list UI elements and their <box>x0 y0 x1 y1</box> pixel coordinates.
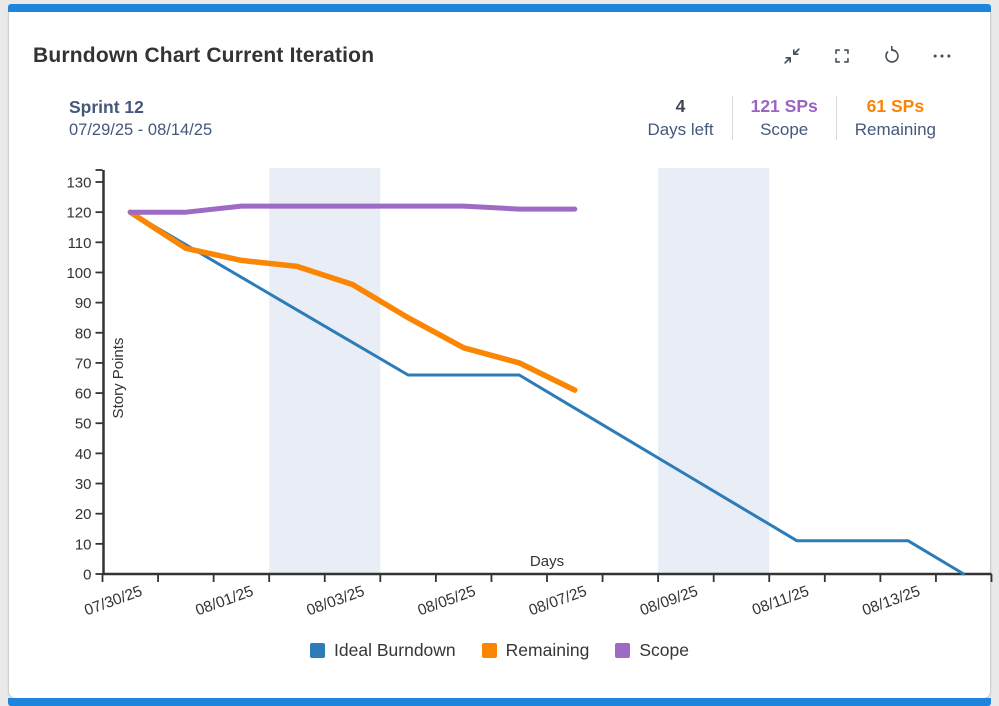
ellipsis-icon <box>931 45 953 67</box>
days-left-label: Days left <box>647 120 714 139</box>
series-line-ideal-burndown <box>128 210 966 576</box>
days-left-value: 4 <box>675 96 686 116</box>
bottom-accent-bar <box>8 698 991 706</box>
refresh-icon <box>881 45 903 67</box>
remaining-value: 61 SPs <box>866 96 925 116</box>
x-tick-label: 08/09/25 <box>638 583 701 620</box>
scope-swatch <box>615 643 631 658</box>
weekend-band <box>658 168 770 574</box>
more-options-button[interactable] <box>930 44 954 68</box>
scope-label: Scope <box>760 120 809 139</box>
y-tick-label: 20 <box>75 506 92 523</box>
legend-item-scope[interactable]: Scope <box>615 640 689 661</box>
y-tick-label: 90 <box>75 295 92 312</box>
y-tick-label: 60 <box>75 386 92 403</box>
remaining-label: Remaining <box>854 120 936 139</box>
weekend-band <box>269 168 381 574</box>
sprint-summary-row: Sprint 12 07/29/25 - 08/14/25 4 Days lef… <box>69 90 954 146</box>
scope-value: 121 SPs <box>750 96 818 116</box>
widget-title: Burndown Chart Current Iteration <box>33 44 375 67</box>
y-tick-label: 70 <box>75 355 92 372</box>
widget-toolbar <box>780 44 954 68</box>
stat-days-left: 4 Days left <box>629 96 731 140</box>
refresh-button[interactable] <box>880 44 904 68</box>
legend-item-remaining[interactable]: Remaining <box>481 640 590 661</box>
x-tick-label: 08/01/25 <box>193 583 256 620</box>
x-tick-label: 08/07/25 <box>527 583 590 620</box>
fullscreen-icon <box>831 45 853 67</box>
y-tick-label: 110 <box>68 235 92 252</box>
sprint-info: Sprint 12 07/29/25 - 08/14/25 <box>69 97 212 140</box>
sprint-name: Sprint 12 <box>69 96 144 117</box>
y-tick-label: 40 <box>75 446 92 463</box>
x-axis-title: Days <box>530 553 564 570</box>
fullscreen-button[interactable] <box>830 44 854 68</box>
stat-divider <box>835 96 837 140</box>
x-tick-label: 08/05/25 <box>416 583 479 620</box>
top-accent-bar <box>8 4 991 12</box>
collapse-icon <box>781 45 803 67</box>
stat-divider <box>731 96 733 140</box>
series-line-remaining <box>127 209 578 393</box>
y-tick-label: 80 <box>75 325 92 342</box>
ideal-burndown-swatch <box>310 643 326 658</box>
burndown-chart: 0 10 20 30 40 50 60 70 80 90 100 110 120 130 07/30/25 0… <box>66 168 993 620</box>
y-tick-label: 10 <box>75 536 92 553</box>
y-tick-label: 120 <box>66 205 91 222</box>
x-tick-label: 07/30/25 <box>82 583 145 620</box>
x-tick-label: 08/03/25 <box>304 583 367 620</box>
series-line-scope <box>127 203 578 215</box>
remaining-swatch <box>481 643 497 658</box>
legend-item-ideal-burndown[interactable]: Ideal Burndown <box>310 640 456 661</box>
collapse-button[interactable] <box>780 44 804 68</box>
y-tick-label: 50 <box>75 416 92 433</box>
y-tick-label: 30 <box>75 476 92 493</box>
burndown-widget-card: Burndown Chart Current Iteration <box>8 12 993 699</box>
y-tick-label: 0 <box>83 567 91 584</box>
stat-remaining: 61 SPs Remaining <box>837 96 954 140</box>
sprint-date-range: 07/29/25 - 08/14/25 <box>69 120 213 139</box>
x-tick-label: 08/13/25 <box>860 583 923 620</box>
y-tick-label: 100 <box>66 265 91 282</box>
stat-scope: 121 SPs Scope <box>733 96 836 140</box>
sprint-stats: 4 Days left 121 SPs Scope 61 SPs Remaini… <box>629 96 954 140</box>
x-tick-label: 08/11/25 <box>750 583 811 619</box>
scope-label: Scope <box>639 640 689 660</box>
chart-legend: Ideal Burndown Remaining Scope <box>9 640 990 661</box>
ideal-burndown-label: Ideal Burndown <box>334 640 456 660</box>
y-axis-title: Story Points <box>110 338 127 419</box>
widget-header: Burndown Chart Current Iteration <box>33 36 954 76</box>
remaining-label: Remaining <box>505 640 590 660</box>
y-tick-label: 130 <box>66 175 91 192</box>
